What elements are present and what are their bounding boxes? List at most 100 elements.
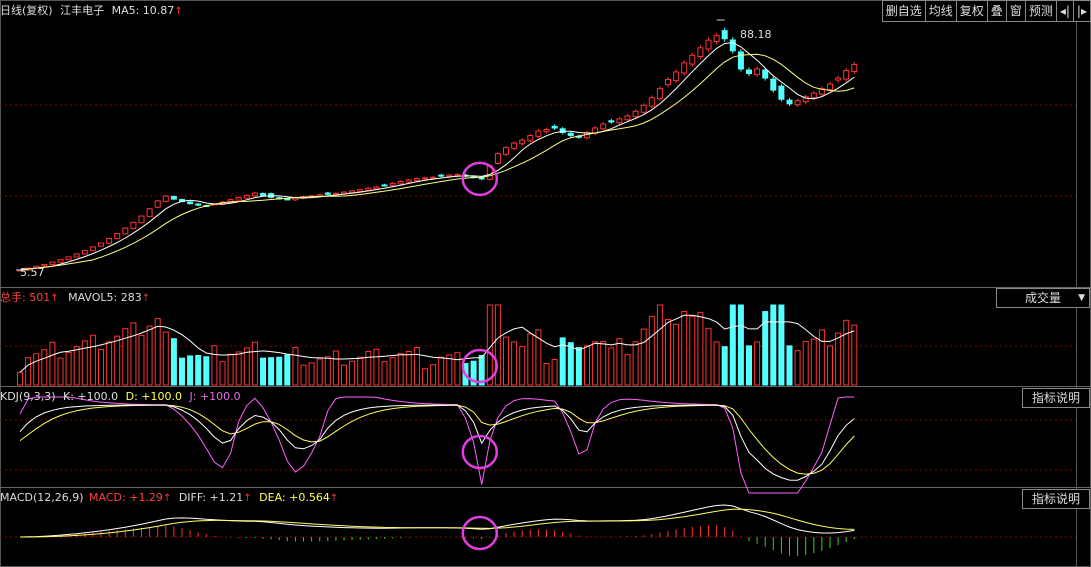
volume-bar: [843, 319, 850, 386]
candle-body: [73, 253, 80, 258]
candle-body: [98, 242, 104, 247]
high-price-label: 88.18: [740, 28, 772, 41]
volume-bar: [349, 360, 356, 386]
ma10-line: [19, 53, 855, 271]
candle-body: [608, 120, 615, 123]
volume-bar: [268, 357, 275, 386]
volume-bar: [17, 371, 23, 386]
candle-body: [519, 139, 526, 145]
remove-watchlist-button[interactable]: 删自选: [881, 0, 926, 22]
volume-bar: [713, 341, 720, 386]
kdj-panel-header: KDJ(9,3,3) K: +100.0 D: +100.0 J: +100.0: [0, 388, 241, 406]
candle-body: [535, 130, 542, 137]
volume-bar: [754, 341, 761, 386]
volume-bar: [284, 354, 291, 386]
volume-bar: [454, 352, 461, 386]
candle-body: [713, 35, 720, 42]
candle-body: [810, 92, 817, 99]
chevron-down-icon: ▼: [1078, 293, 1085, 303]
candle-body: [413, 178, 420, 182]
candle-body: [600, 123, 607, 130]
volume-bar: [746, 345, 752, 386]
volume-bar: [818, 329, 825, 386]
volume-bar: [535, 329, 542, 386]
window-button[interactable]: 窗: [1005, 0, 1026, 22]
volume-bar: [73, 346, 80, 386]
volume-bar: [341, 364, 347, 386]
volume-bar: [851, 324, 858, 386]
macd-value-label: MACD: +1.29: [89, 491, 163, 504]
indicator-dropdown[interactable]: 成交量 ▼: [996, 288, 1090, 308]
up-arrow-icon: ↑: [141, 293, 151, 304]
volume-bar: [114, 335, 121, 386]
volume-bar: [697, 311, 704, 386]
candle-body: [640, 104, 647, 113]
volume-bar: [413, 346, 420, 386]
candle-body: [389, 182, 396, 187]
moving-average-button[interactable]: 均线: [924, 0, 957, 22]
volume-bar: [551, 358, 558, 386]
volume-bar: [827, 345, 833, 386]
candle-body: [195, 203, 202, 206]
candle-body: [673, 71, 680, 82]
volume-bar: [106, 341, 113, 386]
volume-bar: [770, 304, 777, 386]
volume-bar: [308, 362, 315, 386]
candle-body: [154, 200, 161, 208]
up-arrow-icon: ↑: [162, 493, 172, 504]
volume-bar: [146, 325, 153, 386]
candle-body: [778, 85, 785, 100]
candle-body: [381, 184, 388, 187]
volume-bar: [494, 304, 501, 386]
candle-body: [762, 69, 769, 79]
adjust-price-button[interactable]: 复权: [955, 0, 988, 22]
candle-body: [551, 125, 558, 129]
kdj-help-button[interactable]: 指标说明: [1022, 388, 1090, 408]
toolbar: 删自选 均线 复权 叠 窗 预测 ◂| |▸: [881, 0, 1091, 22]
candle-body: [665, 79, 671, 86]
volume-bar: [251, 341, 258, 386]
candle-body: [851, 63, 858, 73]
candle-body: [122, 227, 129, 235]
up-arrow-icon: ↑: [329, 493, 339, 504]
candle-body: [422, 177, 428, 180]
volume-bar: [138, 334, 145, 386]
volume-bar: [608, 347, 615, 386]
volume-bar: [810, 338, 817, 386]
mavol5-label: MAVOL5: 283: [68, 291, 142, 304]
candle-body: [818, 88, 825, 95]
candle-body: [697, 47, 704, 58]
price-highlight-circle: [461, 161, 499, 197]
chart-mode-label: 日线(复权): [0, 4, 53, 17]
volume-bar: [162, 331, 169, 386]
candle-body: [357, 189, 364, 192]
macd-panel-header: MACD(12,26,9) MACD: +1.29↑ DIFF: +1.21↑ …: [0, 489, 338, 507]
forecast-button[interactable]: 预测: [1024, 0, 1057, 22]
scroll-left-icon[interactable]: ◂|: [1055, 0, 1074, 22]
volume-bar: [179, 357, 185, 386]
volume-bar: [397, 353, 404, 386]
volume-bar: [243, 347, 250, 386]
candle-body: [478, 177, 485, 180]
volume-bar: [122, 328, 129, 386]
candle-body: [786, 99, 793, 105]
low-price-label: 5.57: [20, 266, 45, 279]
volume-bar: [519, 346, 526, 386]
candle-body: [624, 115, 631, 121]
macd-help-button[interactable]: 指标说明: [1022, 489, 1090, 509]
candle-body: [527, 135, 534, 142]
volume-bar: [211, 345, 218, 386]
volume-bar: [203, 356, 210, 386]
volume-panel-header: 总手: 501↑ MAVOL5: 283↑: [0, 289, 150, 307]
volume-bar: [316, 358, 323, 386]
volume-bar: [665, 319, 671, 386]
volume-bar: [219, 361, 226, 386]
volume-bar: [640, 328, 647, 386]
candle-body: [65, 256, 72, 261]
volume-bar: [187, 355, 194, 386]
overlay-button[interactable]: 叠: [986, 0, 1007, 22]
price-panel-header: 日线(复权) 江丰电子 MA5: 10.87↑: [0, 2, 183, 20]
candle-body: [397, 181, 404, 185]
scroll-right-icon[interactable]: |▸: [1072, 0, 1091, 22]
